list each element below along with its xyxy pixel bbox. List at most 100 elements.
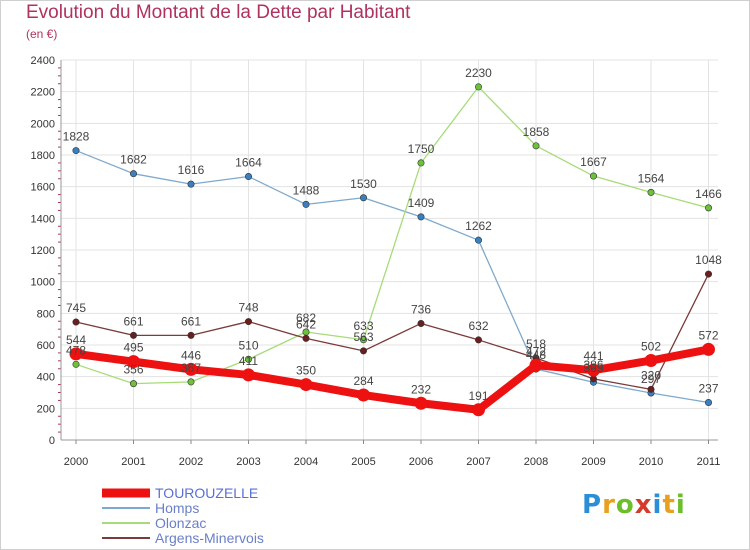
x-tick-label: 2011 (697, 456, 721, 468)
data-point (302, 334, 310, 342)
data-point (245, 318, 253, 326)
data-label: 661 (181, 314, 201, 328)
x-tick-label: 2004 (294, 456, 318, 468)
legend-label: Olonzac (155, 515, 206, 531)
data-label: 232 (411, 382, 431, 396)
data-label: 1664 (235, 156, 262, 170)
logo-letter: i (675, 490, 686, 520)
data-point (704, 204, 712, 212)
y-tick-label: 0 (49, 435, 55, 447)
data-point (532, 142, 540, 150)
data-label: 544 (66, 333, 86, 347)
data-label: 1828 (63, 130, 90, 144)
data-label: 633 (353, 319, 373, 333)
legend-label: TOUROUZELLE (155, 485, 258, 501)
data-label: 661 (123, 314, 143, 328)
data-point (357, 388, 370, 402)
data-label: 478 (66, 343, 86, 357)
data-label: 632 (468, 319, 488, 333)
y-tick-label: 200 (37, 403, 55, 415)
data-point (529, 358, 543, 372)
x-tick-label: 2001 (121, 456, 145, 468)
y-tick-label: 1800 (31, 150, 55, 162)
chart-unit: (en €) (26, 27, 58, 41)
data-label: 441 (583, 349, 603, 363)
data-point (72, 360, 80, 368)
data-point (704, 398, 712, 406)
legend-label: Argens-Minervois (155, 530, 264, 546)
x-tick-label: 2002 (179, 456, 203, 468)
axes: 0 200 400 600 800 1000 1200 1400 1600 1800 2000 220… (31, 55, 721, 468)
data-label: 1262 (465, 219, 492, 233)
data-point (587, 363, 600, 377)
data-point (130, 380, 138, 388)
data-point (589, 172, 597, 180)
logo-letter: x (634, 490, 653, 520)
data-point (647, 385, 655, 393)
logo-letter: r (602, 490, 616, 520)
series-line-tourouzelle (72, 345, 713, 414)
data-label: 502 (641, 340, 661, 354)
data-label: 736 (411, 302, 431, 316)
data-point (72, 147, 80, 155)
data-point (127, 355, 140, 369)
data-label: 386 (583, 358, 603, 372)
data-point (704, 270, 712, 278)
data-point (359, 347, 367, 355)
data-label: 237 (698, 381, 718, 395)
data-point (245, 173, 253, 181)
data-point (417, 213, 425, 221)
y-tick-label: 1400 (31, 213, 55, 225)
y-tick-label: 800 (37, 308, 55, 320)
data-label: 495 (123, 341, 143, 355)
data-label: 682 (296, 311, 316, 325)
data-label: 320 (641, 368, 661, 382)
data-point (242, 368, 255, 382)
data-point (472, 403, 485, 417)
proxiti-logo: Proxiti (582, 490, 686, 520)
data-point (130, 331, 138, 339)
data-label: 350 (296, 364, 316, 378)
x-tick-label: 2006 (409, 456, 433, 468)
y-tick-label: 1000 (31, 277, 55, 289)
data-point (187, 180, 195, 188)
data-point (299, 378, 313, 392)
series-line-argens-minervois (75, 273, 710, 390)
y-tick-label: 1200 (31, 245, 55, 257)
data-label: 356 (123, 363, 143, 377)
data-label: 367 (181, 361, 201, 375)
data-point (647, 188, 655, 196)
data-label: 411 (239, 354, 258, 368)
data-point (302, 200, 310, 208)
data-label: 1466 (695, 187, 722, 201)
data-label: 1858 (523, 125, 550, 139)
data-label: 1564 (638, 171, 665, 185)
data-label: 1667 (580, 155, 607, 169)
data-point (359, 194, 367, 202)
series-line-olonzac (75, 86, 710, 385)
data-point (417, 319, 425, 327)
x-tick-label: 2007 (466, 456, 490, 468)
x-tick-label: 2008 (524, 456, 548, 468)
x-tick-label: 2000 (64, 456, 88, 468)
data-point (130, 170, 138, 178)
data-point (184, 362, 198, 376)
data-point (72, 318, 80, 326)
data-label: 1750 (408, 142, 435, 156)
x-tick-label: 2010 (639, 456, 663, 468)
data-point (417, 159, 425, 167)
logo-letter: i (652, 490, 663, 520)
data-point (474, 83, 482, 91)
y-tick-label: 2400 (31, 55, 55, 67)
data-labels: 1828 1682 1616 1664 1488 1530 1409 1262 448 365 29… (63, 66, 723, 403)
logo-letter: P (582, 490, 603, 520)
data-label: 1409 (408, 196, 435, 210)
data-label: 297 (641, 372, 661, 386)
data-label: 2230 (465, 66, 492, 80)
data-label: 472 (526, 344, 546, 358)
data-label: 510 (238, 338, 258, 352)
data-label: 446 (181, 348, 201, 362)
data-point (474, 336, 482, 344)
